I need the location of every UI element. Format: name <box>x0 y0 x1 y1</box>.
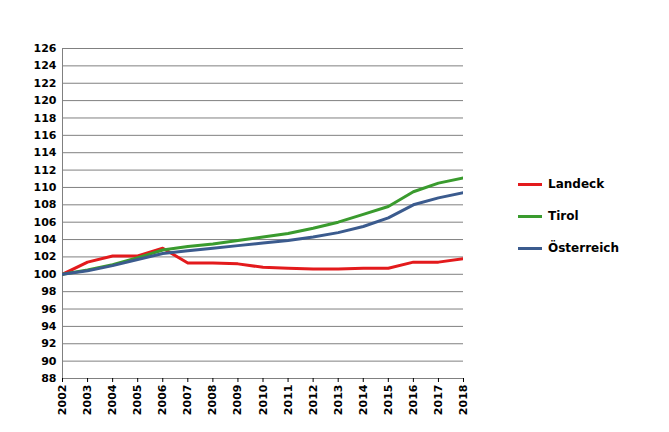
html-text:Österreich: Österreich <box>548 241 619 255</box>
svg-text:92: 92 <box>41 337 56 350</box>
svg-text:2014: 2014 <box>357 384 370 415</box>
svg-text:2003: 2003 <box>81 385 94 416</box>
svg-text:2002: 2002 <box>56 385 69 416</box>
svg-text:108: 108 <box>34 198 57 211</box>
svg-text:122: 122 <box>34 77 57 90</box>
svg-text:2009: 2009 <box>231 385 244 416</box>
svg-text:114: 114 <box>34 146 57 159</box>
svg-text:2005: 2005 <box>131 385 144 416</box>
svg-text:2017: 2017 <box>432 385 445 416</box>
html-text:Landeck: Landeck <box>548 177 605 191</box>
svg-text:94: 94 <box>41 320 57 333</box>
svg-text:102: 102 <box>34 250 57 263</box>
svg-text:2008: 2008 <box>206 385 219 416</box>
svg-text:112: 112 <box>34 164 57 177</box>
svg-text:116: 116 <box>34 129 57 142</box>
svg-text:2013: 2013 <box>332 385 345 416</box>
svg-text:90: 90 <box>41 355 57 368</box>
svg-text:100: 100 <box>34 268 57 281</box>
svg-text:2015: 2015 <box>382 385 395 416</box>
svg-text:2018: 2018 <box>457 385 470 416</box>
svg-text:104: 104 <box>34 233 57 246</box>
svg-text:2011: 2011 <box>282 385 295 416</box>
svg-text:2012: 2012 <box>307 385 320 416</box>
svg-text:2006: 2006 <box>156 384 169 415</box>
svg-text:118: 118 <box>34 111 57 124</box>
svg-text:2010: 2010 <box>257 384 270 415</box>
svg-text:124: 124 <box>34 59 57 72</box>
svg-text:96: 96 <box>41 303 57 316</box>
svg-text:98: 98 <box>41 285 56 298</box>
html-text:Tirol: Tirol <box>548 209 579 223</box>
svg-text:110: 110 <box>34 181 57 194</box>
svg-text:2016: 2016 <box>407 384 420 415</box>
svg-text:2007: 2007 <box>181 385 194 416</box>
svg-text:88: 88 <box>41 372 56 385</box>
svg-text:2004: 2004 <box>106 384 119 415</box>
svg-text:126: 126 <box>34 42 57 55</box>
svg-text:106: 106 <box>34 216 57 229</box>
svg-text:120: 120 <box>34 94 57 107</box>
